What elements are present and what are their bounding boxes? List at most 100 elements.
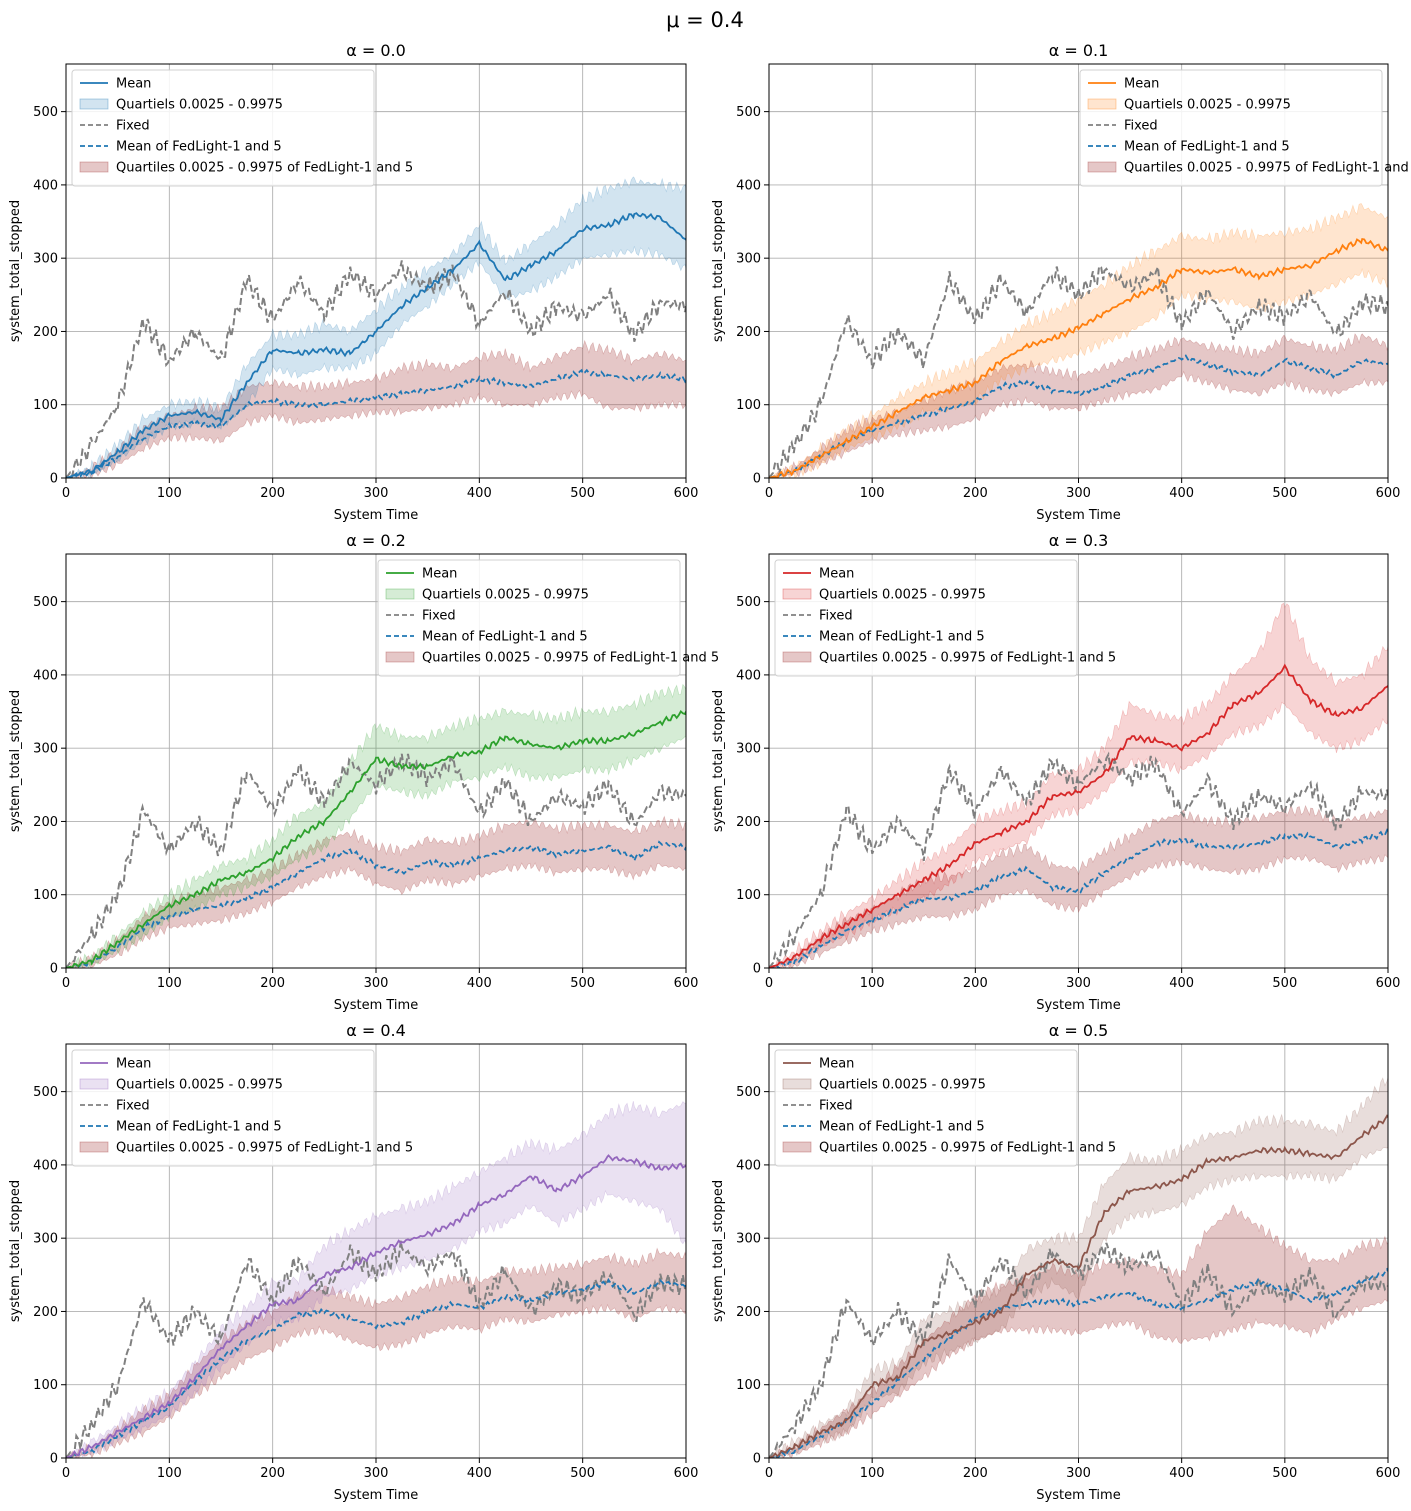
legend-entry-fixed: Fixed [80,1099,150,1114]
legend-entry-fedlight-mean: Mean of FedLight-1 and 5 [783,630,985,645]
subplot-title: α = 0.5 [1049,1021,1109,1040]
x-tick-label: 0 [62,976,70,991]
legend-swatch-patch [782,588,812,600]
legend-entry-fixed: Fixed [80,119,150,134]
x-tick-label: 300 [1066,486,1091,501]
x-tick-label: 400 [467,486,492,501]
legend-label: Fixed [422,609,456,624]
y-tick-label: 200 [33,1305,58,1320]
legend-entry-mean: Mean [80,77,151,92]
legend-entry-fedlight-mean: Mean of FedLight-1 and 5 [1088,140,1290,155]
x-tick-label: 400 [1169,1466,1194,1481]
legend-label: Mean [116,1057,151,1072]
fedlight-mean-line [769,354,1388,478]
x-axis-label: System Time [334,998,418,1013]
y-tick-label: 0 [50,962,58,977]
legend-swatch-patch [782,1141,812,1153]
fedlight-quartile-band [66,339,686,478]
x-tick-label: 500 [570,976,595,991]
plot-area [66,683,686,968]
legend: Mean Quartiels 0.0025 - 0.9975 Fixed Mean o… [774,1049,1116,1167]
x-tick-label: 100 [157,976,182,991]
subplot-title: α = 0.0 [346,41,406,60]
x-tick-label: 500 [570,486,595,501]
quartile-band [66,1101,686,1458]
y-axis-label: system_total_stopped [8,200,23,342]
x-tick-label: 300 [1066,1466,1091,1481]
plot-area [769,1076,1388,1458]
mean-line [769,1114,1388,1458]
legend: Mean Quartiels 0.0025 - 0.9975 Fixed Mean o… [71,1049,413,1167]
subplot-1: 0 100 200 300 400 500 600 0 100 200 300 400 500 α = 0… [711,41,1411,523]
legend-label: Quartiles 0.0025 - 0.9975 of FedLight-1 … [422,651,719,666]
plot-area [769,602,1388,968]
x-tick-label: 600 [674,976,699,991]
legend-label: Quartiles 0.0025 - 0.9975 of FedLight-1 … [1124,161,1411,176]
quartile-band [66,176,686,478]
y-tick-label: 100 [736,398,761,413]
y-tick-label: 400 [33,668,58,683]
fedlight-mean-line [769,828,1388,968]
x-axis-label: System Time [334,508,418,523]
x-tick-label: 0 [765,1466,773,1481]
fedlight-quartile-band [769,1204,1388,1458]
y-tick-label: 200 [33,815,58,830]
legend-entry-fedlight-quartiles: Quartiles 0.0025 - 0.9975 of FedLight-1 … [782,651,1116,666]
legend-swatch-patch [782,651,812,663]
legend-label: Mean of FedLight-1 and 5 [422,630,588,645]
legend-label: Quartiels 0.0025 - 0.9975 [819,1078,986,1093]
legend-label: Mean [819,567,854,582]
legend-swatch-patch [385,651,415,663]
legend-entry-mean: Mean [80,1057,151,1072]
y-tick-label: 0 [50,1452,58,1467]
legend-entry-quartiles: Quartiels 0.0025 - 0.9975 [782,1078,986,1093]
x-tick-label: 100 [860,486,885,501]
x-tick-label: 600 [674,1466,699,1481]
subplot-5: 0 100 200 300 400 500 600 0 100 200 300 400 500 α = 0… [711,1021,1400,1503]
ticks: 0 100 200 300 400 500 600 0 100 200 300 400 500 [33,1085,698,1481]
legend-label: Mean of FedLight-1 and 5 [116,140,282,155]
legend-label: Mean of FedLight-1 and 5 [116,1120,282,1135]
x-tick-label: 0 [765,976,773,991]
y-tick-label: 300 [33,742,58,757]
legend-label: Quartiles 0.0025 - 0.9975 of FedLight-1 … [819,651,1116,666]
y-tick-label: 500 [736,1085,761,1100]
mean-line [66,212,686,478]
x-tick-label: 0 [765,486,773,501]
y-tick-label: 100 [33,888,58,903]
x-tick-label: 200 [963,486,988,501]
fedlight-quartile-band [769,333,1388,478]
x-tick-label: 600 [674,486,699,501]
legend-entry-fedlight-mean: Mean of FedLight-1 and 5 [386,630,588,645]
legend-entry-mean: Mean [1088,77,1159,92]
mean-line [66,709,686,968]
x-tick-label: 300 [1066,976,1091,991]
legend-label: Mean of FedLight-1 and 5 [819,630,985,645]
y-tick-label: 300 [736,1232,761,1247]
legend-entry-fixed: Fixed [1088,119,1158,134]
mean-line [769,663,1388,968]
y-tick-label: 500 [736,595,761,610]
legend: Mean Quartiels 0.0025 - 0.9975 Fixed Mean o… [71,69,413,187]
x-tick-label: 600 [1376,1466,1401,1481]
fedlight-mean-line [769,1267,1388,1458]
legend-label: Mean of FedLight-1 and 5 [1124,140,1290,155]
y-tick-label: 300 [736,742,761,757]
x-axis-label: System Time [1036,998,1120,1013]
y-tick-label: 500 [33,595,58,610]
mean-line [769,237,1388,478]
legend-label: Mean [422,567,457,582]
x-tick-label: 100 [860,1466,885,1481]
x-tick-label: 600 [1376,486,1401,501]
y-axis-label: system_total_stopped [711,690,726,832]
x-tick-label: 600 [1376,976,1401,991]
y-tick-label: 400 [33,178,58,193]
x-tick-label: 100 [157,486,182,501]
legend-entry-fedlight-quartiles: Quartiles 0.0025 - 0.9975 of FedLight-1 … [79,1141,413,1156]
y-tick-label: 200 [33,325,58,340]
fixed-line [769,751,1388,968]
legend-box [377,559,681,677]
legend-label: Quartiles 0.0025 - 0.9975 of FedLight-1 … [116,1141,413,1156]
y-tick-label: 0 [753,1452,761,1467]
y-tick-label: 0 [50,472,58,487]
